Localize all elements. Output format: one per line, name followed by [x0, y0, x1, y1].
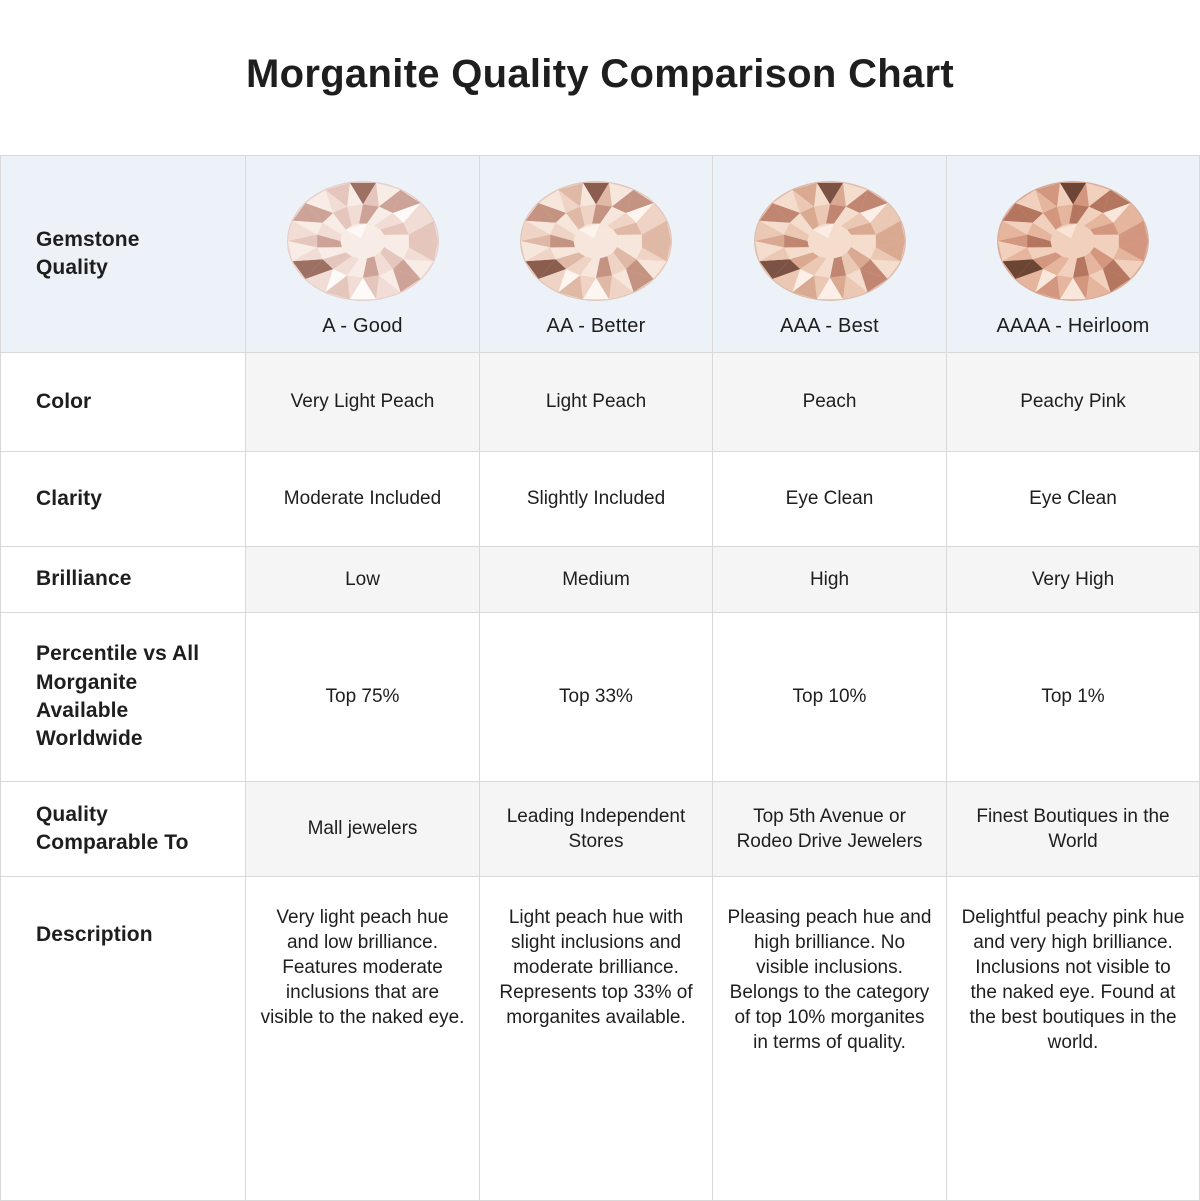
gem-image-a-good	[286, 180, 440, 302]
cell-brilliance-aaa: High	[713, 547, 947, 613]
cell-clarity-a: Moderate Included	[246, 452, 480, 547]
cell-clarity-aaaa: Eye Clean	[947, 452, 1200, 547]
cell-color-aa: Light Peach	[480, 353, 713, 452]
cell-brilliance-aa: Medium	[480, 547, 713, 613]
cell-percentile-aaaa: Top 1%	[947, 613, 1200, 782]
cell-clarity-aaa: Eye Clean	[713, 452, 947, 547]
row-label-color: Color	[0, 353, 246, 452]
cell-clarity-aa: Slightly Included	[480, 452, 713, 547]
grade-label-aaaa-heirloom: AAAA - Heirloom	[996, 315, 1150, 337]
cell-description-aaaa: Delightful peachy pink hue and very high…	[947, 877, 1200, 1201]
row-label-brilliance: Brilliance	[0, 547, 246, 613]
cell-percentile-aaa: Top 10%	[713, 613, 947, 782]
row-label-description: Description	[0, 877, 246, 1201]
grade-label-aa-better: AA - Better	[546, 315, 646, 337]
cell-brilliance-aaaa: Very High	[947, 547, 1200, 613]
cell-color-aaaa: Peachy Pink	[947, 353, 1200, 452]
cell-comparable-aa: Leading Independent Stores	[480, 782, 713, 877]
cell-percentile-aa: Top 33%	[480, 613, 713, 782]
page-title: Morganite Quality Comparison Chart	[245, 52, 955, 96]
grade-label-a-good: A - Good	[322, 315, 403, 337]
cell-brilliance-a: Low	[246, 547, 480, 613]
comparison-table: Gemstone Quality A - Good AA - Better AA…	[0, 155, 1200, 1201]
gem-image-aaa-best	[753, 180, 907, 302]
cell-color-a: Very Light Peach	[246, 353, 480, 452]
row-label-clarity: Clarity	[0, 452, 246, 547]
row-label-comparable: Quality Comparable To	[0, 782, 246, 877]
cell-percentile-a: Top 75%	[246, 613, 480, 782]
cell-comparable-aaa: Top 5th Avenue or Rodeo Drive Jewelers	[713, 782, 947, 877]
grade-cell-aaaa-heirloom: AAAA - Heirloom	[947, 156, 1200, 353]
cell-comparable-a: Mall jewelers	[246, 782, 480, 877]
row-label-percentile: Percentile vs All Morganite Available Wo…	[0, 613, 246, 782]
cell-description-aa: Light peach hue with slight inclusions a…	[480, 877, 713, 1201]
grade-cell-aa-better: AA - Better	[480, 156, 713, 353]
cell-description-a: Very light peach hue and low brilliance.…	[246, 877, 480, 1201]
gem-image-aa-better	[519, 180, 673, 302]
row-label-gemstone-quality: Gemstone Quality	[0, 156, 246, 353]
cell-color-aaa: Peach	[713, 353, 947, 452]
cell-description-aaa: Pleasing peach hue and high brilliance. …	[713, 877, 947, 1201]
grade-cell-a-good: A - Good	[246, 156, 480, 353]
grade-cell-aaa-best: AAA - Best	[713, 156, 947, 353]
cell-comparable-aaaa: Finest Boutiques in the World	[947, 782, 1200, 877]
grade-label-aaa-best: AAA - Best	[780, 315, 879, 337]
gem-image-aaaa-heirloom	[996, 180, 1150, 302]
